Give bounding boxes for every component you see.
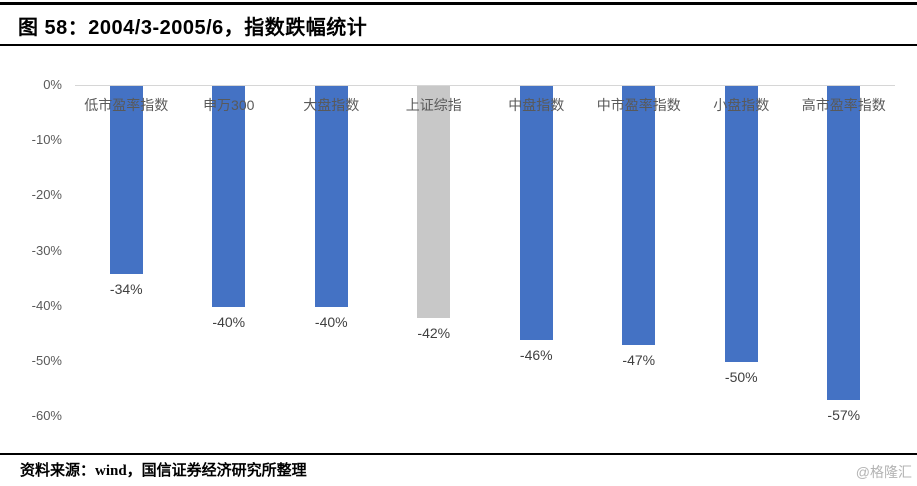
zero-axis-line [75, 85, 895, 86]
category-label: 上证综指 [405, 97, 462, 113]
category-label: 大盘指数 [303, 97, 360, 113]
figure-title: 图 58：2004/3-2005/6，指数跌幅统计 [18, 17, 368, 39]
bar-value-label: -40% [314, 313, 348, 330]
y-tick-label: -20% [31, 187, 62, 203]
bar [724, 86, 758, 362]
category-label: 申万300 [203, 97, 255, 113]
bar-value-label: -34% [109, 280, 143, 297]
category-label: 高市盈率指数 [801, 97, 886, 113]
category-label: 中盘指数 [508, 97, 565, 113]
y-tick-label: -10% [31, 132, 62, 148]
bar-value-label: -47% [622, 352, 656, 369]
watermark: @格隆汇 [855, 464, 912, 480]
bar [827, 86, 861, 401]
bar-value-label: -40% [212, 313, 246, 330]
bar [212, 86, 246, 307]
bar-value-label: -46% [519, 346, 553, 363]
bar-value-label: -57% [827, 407, 861, 424]
category-label: 低市盈率指数 [84, 97, 169, 113]
y-tick-label: 0% [43, 77, 62, 92]
bar [109, 86, 143, 274]
source-note: 资料来源：wind，国信证券经济研究所整理 [20, 463, 307, 479]
bar [417, 86, 451, 318]
bar-value-label: -50% [724, 368, 758, 385]
bar [622, 86, 656, 346]
footer-divider [0, 453, 917, 455]
bar [314, 86, 348, 307]
bar-value-label: -42% [417, 324, 451, 341]
top-divider [0, 2, 917, 5]
y-tick-label: -60% [31, 408, 62, 423]
bar [519, 86, 553, 340]
y-tick-label: -40% [31, 297, 62, 313]
index-decline-bar-chart: 0% -10% -20% -30% -40% -50% -60% 低市盈率指数 -34% 申万30… [0, 50, 917, 450]
category-label: 中市盈率指数 [596, 97, 681, 113]
title-divider [0, 44, 917, 46]
y-tick-label: -30% [31, 242, 62, 258]
y-tick-label: -50% [31, 352, 62, 368]
category-label: 小盘指数 [713, 97, 770, 113]
